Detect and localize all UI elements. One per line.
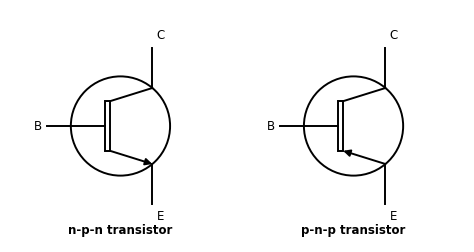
FancyBboxPatch shape	[105, 101, 110, 151]
Text: n-p-n transistor: n-p-n transistor	[68, 224, 173, 237]
FancyBboxPatch shape	[338, 101, 343, 151]
Text: E: E	[390, 210, 397, 223]
Text: C: C	[389, 29, 397, 42]
Text: B: B	[267, 119, 275, 133]
Text: B: B	[34, 119, 42, 133]
Text: C: C	[156, 29, 164, 42]
Text: p-n-p transistor: p-n-p transistor	[301, 224, 406, 237]
Text: E: E	[156, 210, 164, 223]
